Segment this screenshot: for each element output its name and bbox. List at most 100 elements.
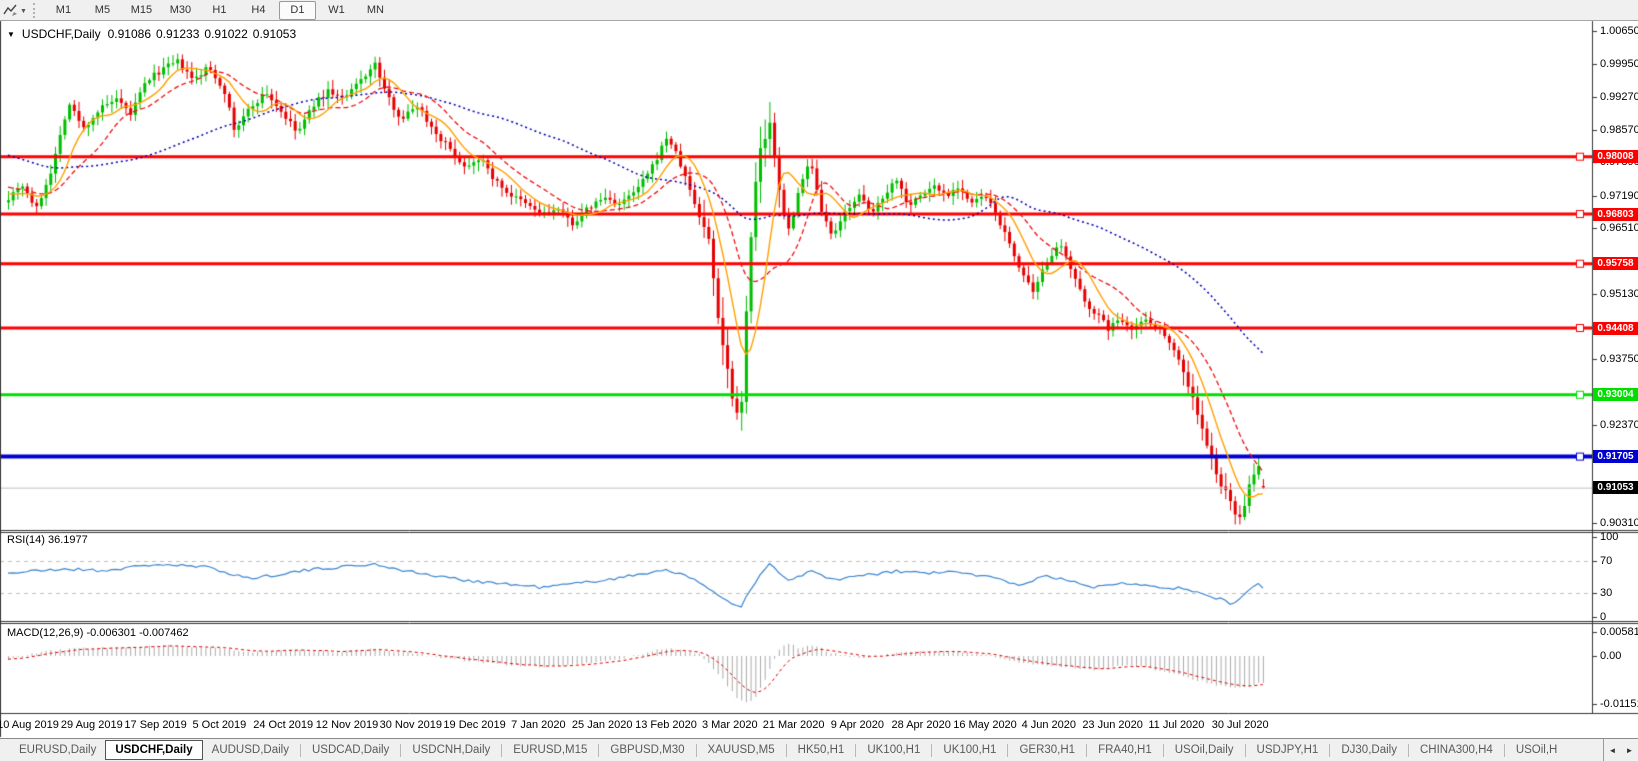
timeframe-button-m15[interactable]: M15 — [130, 4, 153, 16]
chart-tab-usdcad-daily[interactable]: USDCAD,Daily — [311, 744, 390, 756]
tab-separator — [1244, 743, 1246, 757]
chart-tab-xauusd-m5[interactable]: XAUUSD,M5 — [707, 744, 775, 756]
date-axis-label: 28 Apr 2020 — [891, 719, 951, 731]
tab-separator — [855, 743, 857, 757]
chart-tool-icon[interactable] — [0, 1, 20, 19]
timeframe-button-m30[interactable]: M30 — [169, 4, 192, 16]
timeframe-button-w1[interactable]: W1 — [328, 4, 345, 16]
price-axis-tick: 0.97190 — [1600, 189, 1638, 202]
tab-separator — [598, 743, 600, 757]
macd-indicator-label: MACD(12,26,9) -0.006301 -0.007462 — [7, 627, 189, 639]
timeframe-buttons: M1 M5 M15 M30 H1 H4 D1 W1 MN — [45, 0, 396, 20]
date-axis-label: 23 Jun 2020 — [1082, 719, 1143, 731]
timeframe-button-mn[interactable]: MN — [366, 4, 384, 16]
chart-tab-china300-h4[interactable]: CHINA300,H4 — [1419, 744, 1493, 756]
price-axis-tick: 0.96510 — [1600, 221, 1638, 234]
timeframe-button-d1[interactable]: D1 — [278, 0, 316, 20]
price-axis-tick: 0.90310 — [1600, 516, 1638, 529]
date-axis-label: 9 Apr 2020 — [830, 719, 884, 731]
collapse-triangle-icon[interactable]: ▼ — [7, 29, 15, 39]
chart-tab-dj30-daily[interactable]: DJ30,Daily — [1341, 744, 1397, 756]
chart-title: ▼ USDCHF,Daily 0.91086 0.91233 0.91022 0… — [7, 27, 296, 41]
chart-tab-eurusd-daily[interactable]: EURUSD,Daily — [19, 744, 97, 756]
tab-separator — [299, 743, 301, 757]
tab-separator — [400, 743, 402, 757]
rsi-axis-tick: 70 — [1600, 555, 1613, 567]
rsi-indicator-label: RSI(14) 36.1977 — [7, 534, 88, 546]
timeframe-button-m1[interactable]: M1 — [55, 4, 72, 16]
chart-tab-audusd-daily[interactable]: AUDUSD,Daily — [211, 744, 289, 756]
price-level-tag[interactable]: 0.98008 — [1593, 150, 1638, 164]
price-axis-tick: 0.92370 — [1600, 418, 1638, 431]
chart-tab-hk50-h1[interactable]: HK50,H1 — [797, 744, 845, 756]
chart-tab-ger30-h1[interactable]: GER30,H1 — [1019, 744, 1076, 756]
tab-separator — [501, 743, 503, 757]
tab-scroll-controls: ◄ ► — [1603, 738, 1638, 761]
tab-separator — [1503, 743, 1505, 757]
price-level-tag[interactable]: 0.95758 — [1593, 257, 1638, 271]
tool-dropdown-caret-icon[interactable]: ▼ — [20, 7, 27, 15]
date-axis-label: 11 Jul 2020 — [1148, 719, 1205, 731]
price-level-tag[interactable]: 0.94408 — [1593, 321, 1638, 335]
chart-tab-usoil-h[interactable]: USOil,H — [1515, 744, 1558, 756]
price-axis-tick: 1.00650 — [1600, 24, 1638, 37]
chart-tab-uk100-h1[interactable]: UK100,H1 — [943, 744, 997, 756]
price-axis-tick: 0.95130 — [1600, 287, 1638, 300]
chart-tab-fra40-h1[interactable]: FRA40,H1 — [1098, 744, 1152, 756]
macd-axis-tick: -0.011514 — [1600, 697, 1638, 710]
chart-tab-usdjpy-h1[interactable]: USDJPY,H1 — [1256, 744, 1319, 756]
price-axis-tick: 0.98570 — [1600, 123, 1638, 136]
tab-scroll-right-icon[interactable]: ► — [1625, 745, 1634, 755]
macd-axis-tick: 0.00 — [1600, 650, 1622, 662]
tab-separator — [1086, 743, 1088, 757]
price-level-tag[interactable]: 0.93004 — [1593, 388, 1638, 402]
tab-separator — [695, 743, 697, 757]
open-value: 0.91086 — [107, 27, 151, 41]
chart-tab-uk100-h1[interactable]: UK100,H1 — [867, 744, 921, 756]
tab-separator — [1407, 743, 1409, 757]
date-axis-label: 7 Jan 2020 — [511, 719, 566, 731]
tab-scroll-left-icon[interactable]: ◄ — [1608, 745, 1617, 755]
low-value: 0.91022 — [204, 27, 248, 41]
date-axis-label: 25 Jan 2020 — [571, 719, 633, 731]
date-axis-label: 19 Dec 2019 — [443, 719, 506, 731]
timeframe-button-h4[interactable]: H4 — [251, 4, 266, 16]
toolbar-grip — [32, 2, 39, 18]
price-axis-tick: 0.99950 — [1600, 58, 1638, 71]
tab-separator — [1007, 743, 1009, 757]
price-level-tag[interactable]: 0.96803 — [1593, 207, 1638, 221]
price-level-tag[interactable]: 0.91705 — [1593, 450, 1638, 464]
timeframe-button-m5[interactable]: M5 — [94, 4, 111, 16]
symbol-label: USDCHF,Daily — [21, 27, 101, 41]
rsi-axis-tick: 30 — [1600, 587, 1613, 599]
date-axis-label: 30 Nov 2019 — [379, 719, 442, 731]
rsi-axis-tick: 100 — [1600, 531, 1619, 543]
rsi-axis-tick: 0 — [1600, 611, 1607, 623]
price-axis-tick: 0.99270 — [1600, 90, 1638, 103]
chart-tab-usdcnh-daily[interactable]: USDCNH,Daily — [412, 744, 491, 756]
high-value: 0.91233 — [156, 27, 200, 41]
chart-tab-usdchf-daily[interactable]: USDCHF,Daily — [105, 740, 203, 760]
date-axis-label: 29 Aug 2019 — [60, 719, 123, 731]
date-axis-label: 13 Feb 2020 — [635, 719, 697, 731]
macd-axis-tick: 0.005818 — [1600, 625, 1638, 638]
chart-tab-usoil-daily[interactable]: USOil,Daily — [1174, 744, 1234, 756]
close-value: 0.91053 — [252, 27, 297, 41]
tab-separator — [785, 743, 787, 757]
timeframe-button-h1[interactable]: H1 — [212, 4, 227, 16]
chart-tab-eurusd-m15[interactable]: EURUSD,M15 — [513, 744, 588, 756]
date-axis-label: 21 Mar 2020 — [762, 719, 825, 731]
price-axis-tick: 0.93750 — [1600, 353, 1638, 366]
timeframe-toolbar: ▼ M1 M5 M15 M30 H1 H4 D1 W1 MN — [0, 0, 1638, 21]
date-axis-label: 4 Jun 2020 — [1021, 719, 1077, 731]
date-axis-label: 10 Aug 2019 — [0, 719, 59, 731]
date-axis-label: 17 Sep 2019 — [124, 719, 187, 731]
tab-separator — [1162, 743, 1164, 757]
chart-tab-gbpusd-m30[interactable]: GBPUSD,M30 — [610, 744, 685, 756]
date-axis-label: 3 Mar 2020 — [701, 719, 758, 731]
date-axis-label: 12 Nov 2019 — [315, 719, 379, 731]
tab-separator — [931, 743, 933, 757]
chart-tab-bar: EURUSD,Daily USDCHF,Daily AUDUSD,Daily USDC… — [0, 738, 1638, 761]
